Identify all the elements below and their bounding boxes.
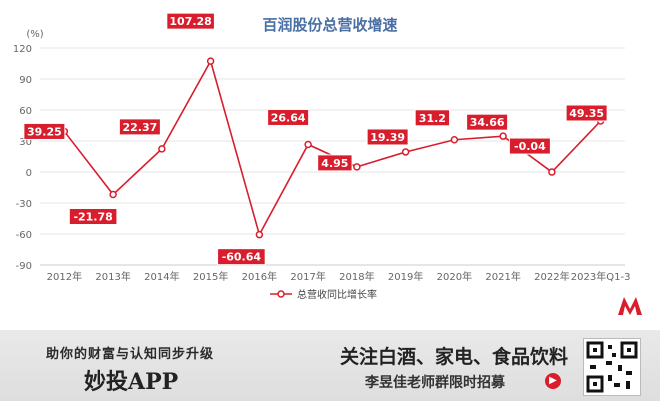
y-tick-label: 30: [19, 137, 32, 148]
data-point: [109, 190, 117, 199]
banner-subline: 李昱佳老师群限时招募: [365, 375, 505, 391]
data-point: [353, 163, 361, 171]
x-tick-label: 2022年: [534, 270, 569, 283]
data-label-text: 107.28: [169, 15, 211, 28]
data-label: 19.39: [366, 128, 409, 146]
data-label-box: [317, 154, 353, 172]
chart: 百润股份总营收增速 (%) 120 90 60 30 0 -30 -60 -90 2012年 2…: [13, 12, 642, 315]
data-label-text: 26.64: [271, 111, 306, 124]
data-point: [548, 168, 556, 176]
x-tick-label: 2021年: [485, 270, 520, 283]
data-point: [401, 148, 410, 156]
data-label-text: -21.78: [73, 211, 112, 224]
y-tick-label: 60: [19, 106, 32, 117]
y-tick-label: -90: [16, 261, 32, 272]
data-point: [206, 57, 215, 65]
y-tick-label: 120: [13, 44, 32, 55]
y-axis-unit: (%): [26, 29, 43, 40]
promo-banner[interactable]: 助你的财富与认知同步升级 妙投APP 关注白酒、家电、食品饮料 李昱佳老师群限时…: [0, 330, 660, 401]
data-label-text: 31.2: [419, 112, 446, 125]
brand-logo-icon: [618, 297, 642, 315]
data-point: [158, 145, 166, 153]
data-label-box: [414, 109, 451, 127]
y-tick-label: -30: [16, 199, 32, 210]
data-label-text: 49.35: [569, 107, 604, 120]
data-point: [255, 230, 264, 239]
data-label-text: 39.25: [27, 125, 62, 138]
data-label-text: 34.66: [470, 116, 505, 129]
data-label-text: -60.64: [222, 251, 262, 264]
banner-slogan: 助你的财富与认知同步升级: [46, 347, 215, 362]
data-label-box: [508, 137, 551, 155]
chart-title: 百润股份总营收增速: [262, 16, 397, 34]
x-tick-label: 2012年: [47, 270, 82, 283]
y-tick-label: -60: [16, 230, 32, 241]
x-tick-label: 2016年: [242, 270, 277, 283]
data-label-text: -0.04: [514, 140, 546, 153]
data-label-text: 19.39: [370, 131, 405, 144]
data-label-text: 4.95: [321, 157, 348, 170]
data-label-box: [23, 122, 66, 140]
data-label-box: [366, 128, 409, 146]
data-label: -21.78: [68, 208, 118, 226]
legend: 总营收同比增长率: [270, 288, 377, 301]
x-tick-label: 2017年: [290, 270, 325, 283]
data-point: [450, 136, 459, 144]
data-point: [304, 140, 312, 149]
data-label-box: [565, 104, 608, 122]
data-label: 49.35: [565, 104, 608, 122]
data-label: 34.66: [466, 113, 509, 131]
data-label-text: 22.37: [122, 121, 157, 134]
data-label: -60.64: [217, 248, 266, 266]
data-label-box: [118, 118, 161, 136]
data-label: 26.64: [267, 108, 310, 126]
y-tick-label: 90: [19, 75, 32, 86]
legend-marker: [277, 290, 285, 298]
x-tick-label: 2019年: [388, 270, 423, 283]
data-label-box: [166, 12, 215, 30]
banner-headline: 关注白酒、家电、食品饮料: [340, 346, 569, 368]
data-label: 4.95: [317, 154, 353, 172]
x-tick-label: 2015年: [193, 270, 228, 283]
data-label: -0.04: [508, 137, 551, 155]
x-tick-label: 2020年: [437, 270, 472, 283]
data-point: [499, 132, 507, 140]
data-label: 107.28: [166, 12, 215, 30]
banner-app-name: 妙投APP: [84, 369, 179, 395]
x-axis: 2012年 2013年 2014年 2015年 2016年 2017年 2018年 2019年…: [47, 270, 631, 283]
qr-code-icon[interactable]: [583, 338, 641, 396]
x-tick-label: 2013年: [95, 270, 130, 283]
data-label-box: [267, 108, 310, 126]
data-label-box: [466, 113, 509, 131]
y-tick-label: 0: [26, 168, 32, 179]
data-label-box: [217, 248, 266, 266]
y-axis: 120 90 60 30 0 -30 -60 -90: [13, 44, 32, 272]
data-label-box: [68, 208, 118, 226]
arrow-right-circle-icon[interactable]: ▶: [545, 373, 561, 389]
x-tick-label: 2014年: [144, 270, 179, 283]
data-label: 39.25: [23, 122, 66, 140]
x-tick-label: 2023年Q1-3: [571, 270, 631, 283]
x-tick-label: 2018年: [339, 270, 374, 283]
legend-label: 总营收同比增长率: [297, 288, 377, 301]
data-label: 31.2: [414, 109, 451, 127]
data-label: 22.37: [118, 118, 161, 136]
data-labels: 39.25 -21.78 22.37 107.28 -60.64 26.64 4.95 19.…: [23, 12, 608, 266]
